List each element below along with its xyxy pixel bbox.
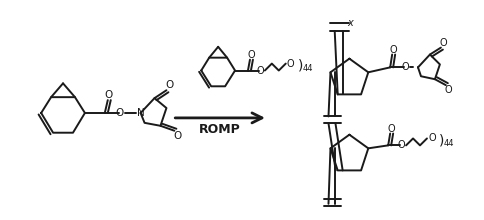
Text: O: O — [105, 90, 113, 100]
Text: O: O — [256, 66, 263, 75]
Text: O: O — [173, 131, 181, 141]
Text: O: O — [400, 62, 408, 72]
Text: O: O — [396, 140, 404, 150]
Text: O: O — [438, 38, 446, 48]
Text: ): ) — [438, 134, 443, 147]
Text: O: O — [427, 134, 435, 143]
Text: 44: 44 — [302, 64, 313, 73]
Text: 44: 44 — [443, 139, 454, 148]
Text: N: N — [136, 108, 144, 118]
Text: O: O — [389, 45, 396, 55]
Text: O: O — [165, 80, 173, 90]
Text: x: x — [347, 18, 353, 28]
Text: O: O — [247, 50, 254, 60]
Text: ROMP: ROMP — [199, 123, 241, 136]
Text: ): ) — [297, 59, 302, 73]
Text: O: O — [387, 124, 394, 134]
Text: O: O — [287, 59, 294, 69]
Text: O: O — [115, 108, 123, 118]
Text: O: O — [443, 85, 451, 95]
